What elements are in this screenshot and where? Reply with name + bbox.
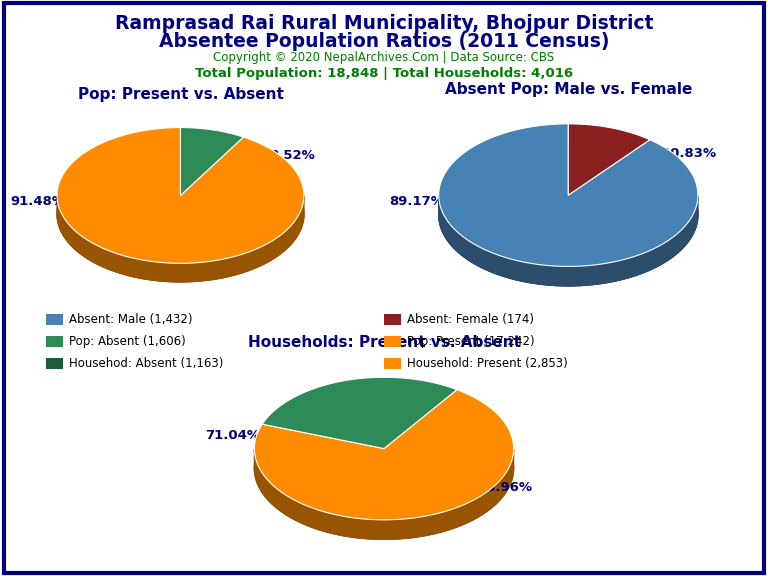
Polygon shape: [254, 389, 514, 520]
Polygon shape: [262, 397, 457, 468]
Polygon shape: [57, 146, 304, 282]
Title: Households: Present vs. Absent: Households: Present vs. Absent: [247, 335, 521, 350]
Text: Househod: Absent (1,163): Househod: Absent (1,163): [69, 357, 223, 370]
Polygon shape: [254, 449, 514, 539]
Text: 28.96%: 28.96%: [477, 481, 532, 494]
Polygon shape: [57, 196, 304, 282]
Text: Pop: Present (17,242): Pop: Present (17,242): [407, 335, 535, 348]
Polygon shape: [262, 377, 457, 449]
Polygon shape: [439, 124, 698, 266]
Polygon shape: [568, 143, 650, 215]
Text: Copyright © 2020 NepalArchives.Com | Data Source: CBS: Copyright © 2020 NepalArchives.Com | Dat…: [214, 51, 554, 64]
Polygon shape: [254, 409, 514, 539]
Text: Household: Present (2,853): Household: Present (2,853): [407, 357, 568, 370]
Polygon shape: [568, 124, 650, 195]
Title: Pop: Present vs. Absent: Pop: Present vs. Absent: [78, 87, 283, 102]
Polygon shape: [180, 127, 243, 195]
Text: Total Population: 18,848 | Total Households: 4,016: Total Population: 18,848 | Total Househo…: [195, 67, 573, 81]
Text: 10.83%: 10.83%: [661, 147, 717, 160]
Text: 8.52%: 8.52%: [270, 149, 315, 162]
Text: Absent: Female (174): Absent: Female (174): [407, 313, 534, 326]
Text: 89.17%: 89.17%: [389, 195, 445, 208]
Title: Absent Pop: Male vs. Female: Absent Pop: Male vs. Female: [445, 82, 692, 97]
Polygon shape: [57, 127, 304, 263]
Polygon shape: [439, 195, 698, 286]
Polygon shape: [439, 143, 698, 286]
Text: Ramprasad Rai Rural Municipality, Bhojpur District: Ramprasad Rai Rural Municipality, Bhojpu…: [114, 14, 654, 33]
Polygon shape: [180, 146, 243, 214]
Text: Absentee Population Ratios (2011 Census): Absentee Population Ratios (2011 Census): [159, 32, 609, 51]
Text: 71.04%: 71.04%: [205, 429, 260, 442]
Text: Absent: Male (1,432): Absent: Male (1,432): [69, 313, 193, 326]
Text: Pop: Absent (1,606): Pop: Absent (1,606): [69, 335, 186, 348]
Text: 91.48%: 91.48%: [10, 195, 65, 208]
